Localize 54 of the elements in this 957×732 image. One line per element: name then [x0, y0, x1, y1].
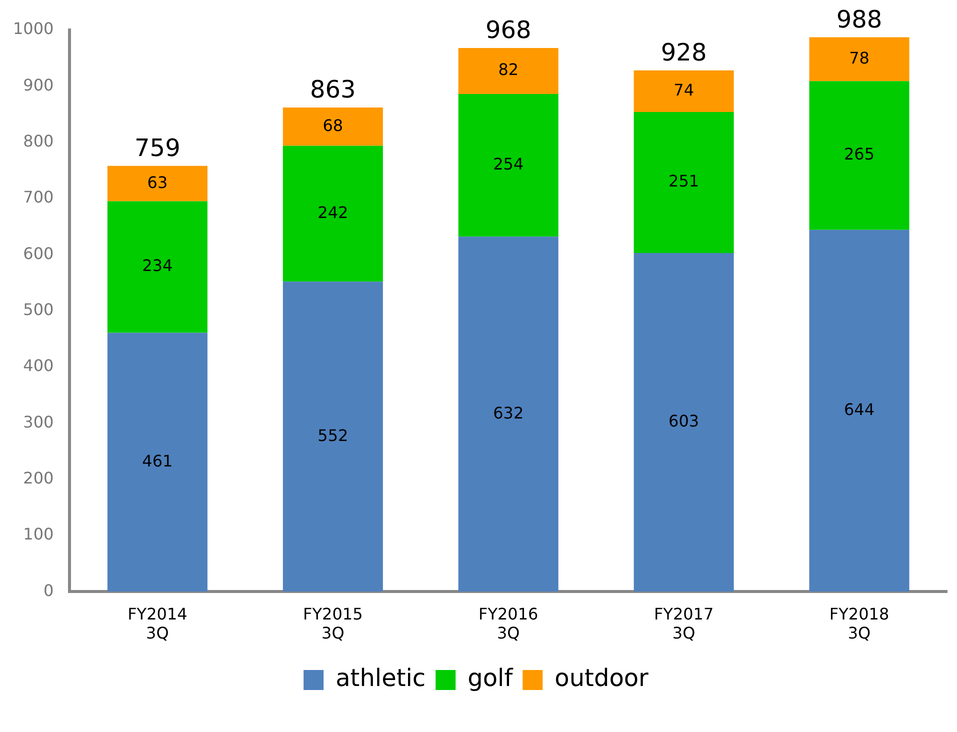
- legend-label: golf: [468, 664, 514, 692]
- bar: [282, 282, 383, 592]
- data-label: 265: [844, 144, 875, 164]
- data-label: 603: [668, 411, 700, 430]
- data-label: 234: [142, 256, 173, 276]
- y-tick-label: 600: [23, 244, 54, 263]
- bar: [458, 236, 558, 592]
- bar: [107, 332, 208, 592]
- data-label: 251: [668, 172, 700, 191]
- bar: [458, 94, 558, 237]
- y-tick-label: 700: [23, 188, 54, 207]
- total-label: 928: [660, 38, 707, 67]
- data-label: 78: [849, 48, 870, 68]
- total-label: 988: [836, 6, 882, 34]
- bar: [809, 230, 910, 592]
- y-tick-label: 500: [23, 300, 54, 319]
- x-tick-label: FY2017 3Q: [654, 604, 714, 643]
- x-tick-label: FY2018 3Q: [829, 604, 890, 643]
- data-label: 242: [318, 202, 348, 222]
- y-tick-label: 1000: [13, 19, 54, 38]
- data-label: 552: [318, 426, 348, 445]
- data-label: 254: [493, 154, 524, 174]
- y-tick-label: 200: [23, 468, 54, 488]
- bar: [282, 108, 383, 146]
- data-label: 644: [844, 400, 875, 419]
- data-label: 461: [142, 451, 173, 470]
- legend-label: outdoor: [554, 664, 649, 692]
- data-label: 68: [322, 116, 344, 135]
- x-tick-label: FY2015 3Q: [303, 604, 363, 643]
- bar: [458, 48, 558, 94]
- data-label: 74: [674, 80, 694, 100]
- y-tick-label: 800: [23, 131, 54, 150]
- bar: [107, 201, 208, 333]
- bar: [107, 166, 208, 202]
- data-label: 63: [147, 172, 168, 192]
- total-label: 759: [134, 134, 180, 162]
- bar: [634, 70, 734, 112]
- bar: [634, 112, 734, 253]
- y-tick-label: 900: [23, 75, 54, 94]
- y-tick-label: 400: [23, 356, 54, 376]
- bar: [282, 146, 383, 282]
- y-tick-label: 100: [23, 524, 54, 544]
- total-label: 968: [485, 16, 532, 44]
- y-tick-label: 300: [23, 412, 54, 432]
- y-tick-label: 0: [44, 580, 54, 600]
- legend-label: athletic: [336, 664, 426, 692]
- bar: [809, 81, 910, 230]
- data-label: 632: [493, 403, 524, 422]
- bar: [634, 252, 734, 592]
- total-label: 863: [310, 76, 356, 104]
- x-tick-label: FY2016 3Q: [478, 604, 538, 643]
- x-tick-label: FY2014 3Q: [128, 604, 188, 643]
- data-label: 82: [498, 60, 519, 80]
- bar: [809, 37, 910, 82]
